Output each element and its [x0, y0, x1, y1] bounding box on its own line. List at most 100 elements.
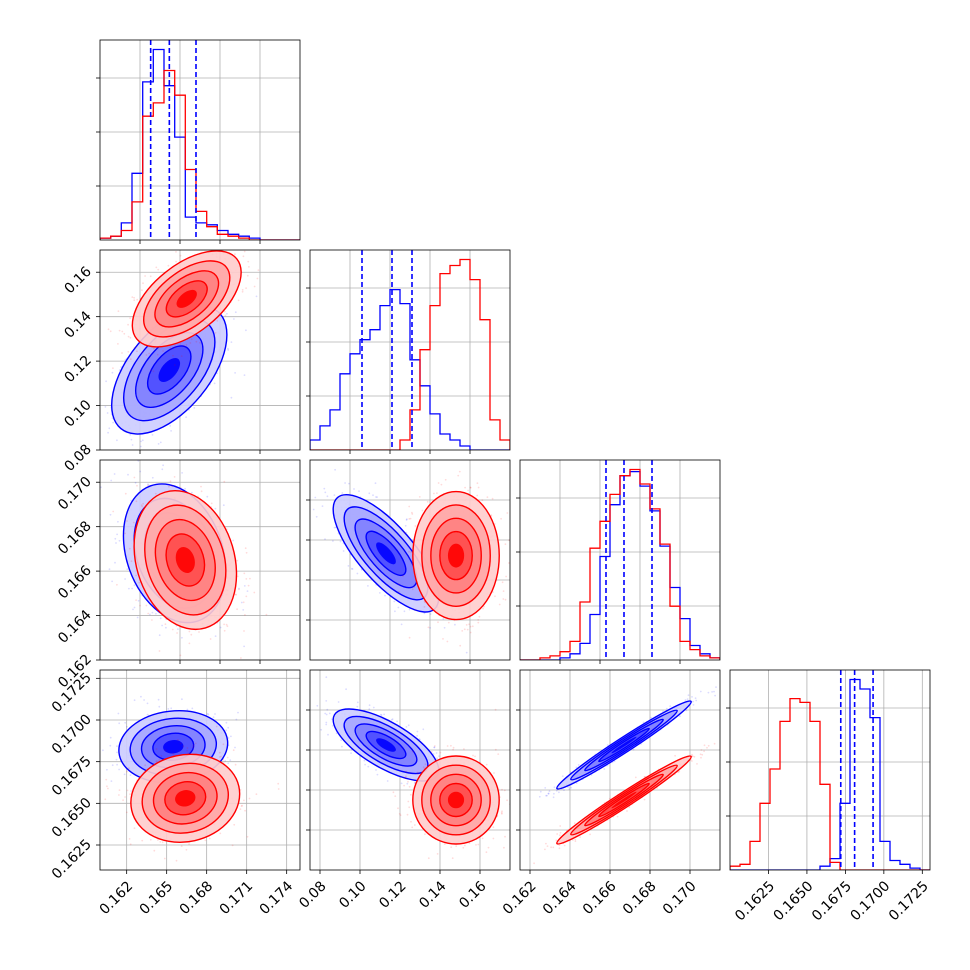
scatter-point: [454, 623, 456, 626]
scatter-point: [467, 489, 469, 492]
scatter-point: [163, 857, 166, 860]
scatter-point: [170, 430, 173, 432]
scatter-point: [408, 550, 410, 553]
scatter-point: [141, 351, 144, 353]
scatter-point: [118, 768, 120, 771]
scatter-point: [223, 629, 226, 632]
histogram-series-1: [100, 69, 300, 240]
scatter-point: [115, 542, 117, 544]
scatter-point: [179, 654, 182, 657]
scatter-point: [133, 584, 136, 587]
scatter-point: [314, 496, 317, 499]
contour-1-1: [421, 504, 491, 607]
scatter-point: [111, 371, 114, 374]
scatter-point: [411, 588, 414, 591]
scatter-point: [182, 745, 185, 748]
scatter-point: [131, 296, 134, 298]
scatter-point: [243, 572, 246, 575]
scatter-point: [241, 289, 244, 291]
scatter-point: [136, 484, 138, 487]
scatter-point: [344, 482, 346, 484]
scatter-point: [378, 592, 381, 594]
contour-0-2: [354, 518, 418, 589]
scatter-point: [235, 593, 238, 596]
scatter-point: [127, 587, 130, 590]
scatter-point: [237, 711, 239, 714]
axes-frame: [99, 39, 301, 241]
scatter-point: [233, 318, 235, 320]
scatter-point: [257, 269, 260, 271]
histogram-series-0: [310, 288, 510, 450]
scatter-point: [231, 844, 234, 847]
scatter-point: [339, 540, 342, 543]
scatter-point: [185, 343, 188, 346]
scatter-point: [210, 502, 213, 505]
scatter-point: [195, 340, 198, 343]
scatter-point: [234, 372, 237, 374]
scatter-point: [443, 626, 446, 629]
histogram-series-1: [730, 697, 930, 870]
scatter-point: [131, 444, 134, 446]
scatter-point: [159, 617, 162, 620]
scatter-point: [478, 615, 481, 618]
scatter-point: [143, 699, 146, 701]
scatter-point: [144, 275, 147, 277]
scatter-point: [402, 575, 404, 577]
scatter-point: [131, 587, 134, 590]
scatter-point: [376, 496, 378, 498]
scatter-point: [423, 612, 426, 615]
contour-1-2: [430, 517, 482, 594]
scatter-point: [136, 298, 139, 301]
scatter-point: [185, 848, 188, 851]
scatter-point: [324, 491, 327, 494]
scatter-point: [151, 619, 153, 621]
scatter-point: [458, 470, 461, 473]
scatter-point: [372, 494, 374, 497]
scatter-point: [404, 524, 407, 527]
y-tick-label: 0.164: [55, 607, 95, 647]
plot-area: [730, 670, 930, 870]
scatter-point: [238, 587, 240, 590]
scatter-point: [141, 289, 143, 292]
scatter-point: [116, 583, 118, 586]
scatter-point: [102, 749, 104, 752]
scatter-point: [113, 473, 116, 475]
density-fill-1-4: [176, 289, 197, 308]
scatter-point: [116, 533, 118, 536]
scatter-point: [127, 473, 129, 476]
scatter-point: [384, 594, 386, 597]
scatter-point: [504, 598, 507, 601]
scatter-point: [107, 328, 110, 331]
contour-1-0: [133, 489, 238, 631]
scatter-point: [243, 250, 246, 253]
scatter-point: [212, 716, 215, 719]
scatter-point: [358, 490, 360, 492]
contour-1-3: [439, 530, 473, 581]
scatter-point: [180, 355, 183, 357]
scatter-point: [169, 425, 172, 427]
scatter-point: [162, 350, 165, 352]
axes-frame: [309, 249, 511, 451]
panel-scatter-p4-vs-p1: 0.162 0.165 0.168 0.171 0.1740.16250.16500.1…: [49, 669, 301, 918]
scatter-point: [225, 721, 228, 724]
contour-1-0: [412, 490, 500, 621]
scatter-point: [109, 513, 112, 516]
scatter-point: [368, 492, 371, 495]
scatter-point: [227, 349, 230, 351]
scatter-point: [114, 561, 116, 564]
scatter-point: [332, 540, 334, 542]
scatter-point: [234, 746, 236, 749]
scatter-point: [144, 764, 147, 767]
scatter-point: [173, 476, 176, 478]
scatter-point: [133, 476, 136, 479]
scatter-point: [229, 759, 232, 761]
scatter-point: [109, 736, 112, 739]
scatter-point: [236, 608, 239, 611]
scatter-point: [157, 268, 160, 271]
scatter-point: [232, 749, 235, 752]
scatter-point: [112, 510, 115, 513]
scatter-point: [109, 744, 112, 747]
scatter-point: [154, 492, 157, 495]
scatter-point: [161, 624, 164, 627]
scatter-point: [214, 635, 217, 637]
